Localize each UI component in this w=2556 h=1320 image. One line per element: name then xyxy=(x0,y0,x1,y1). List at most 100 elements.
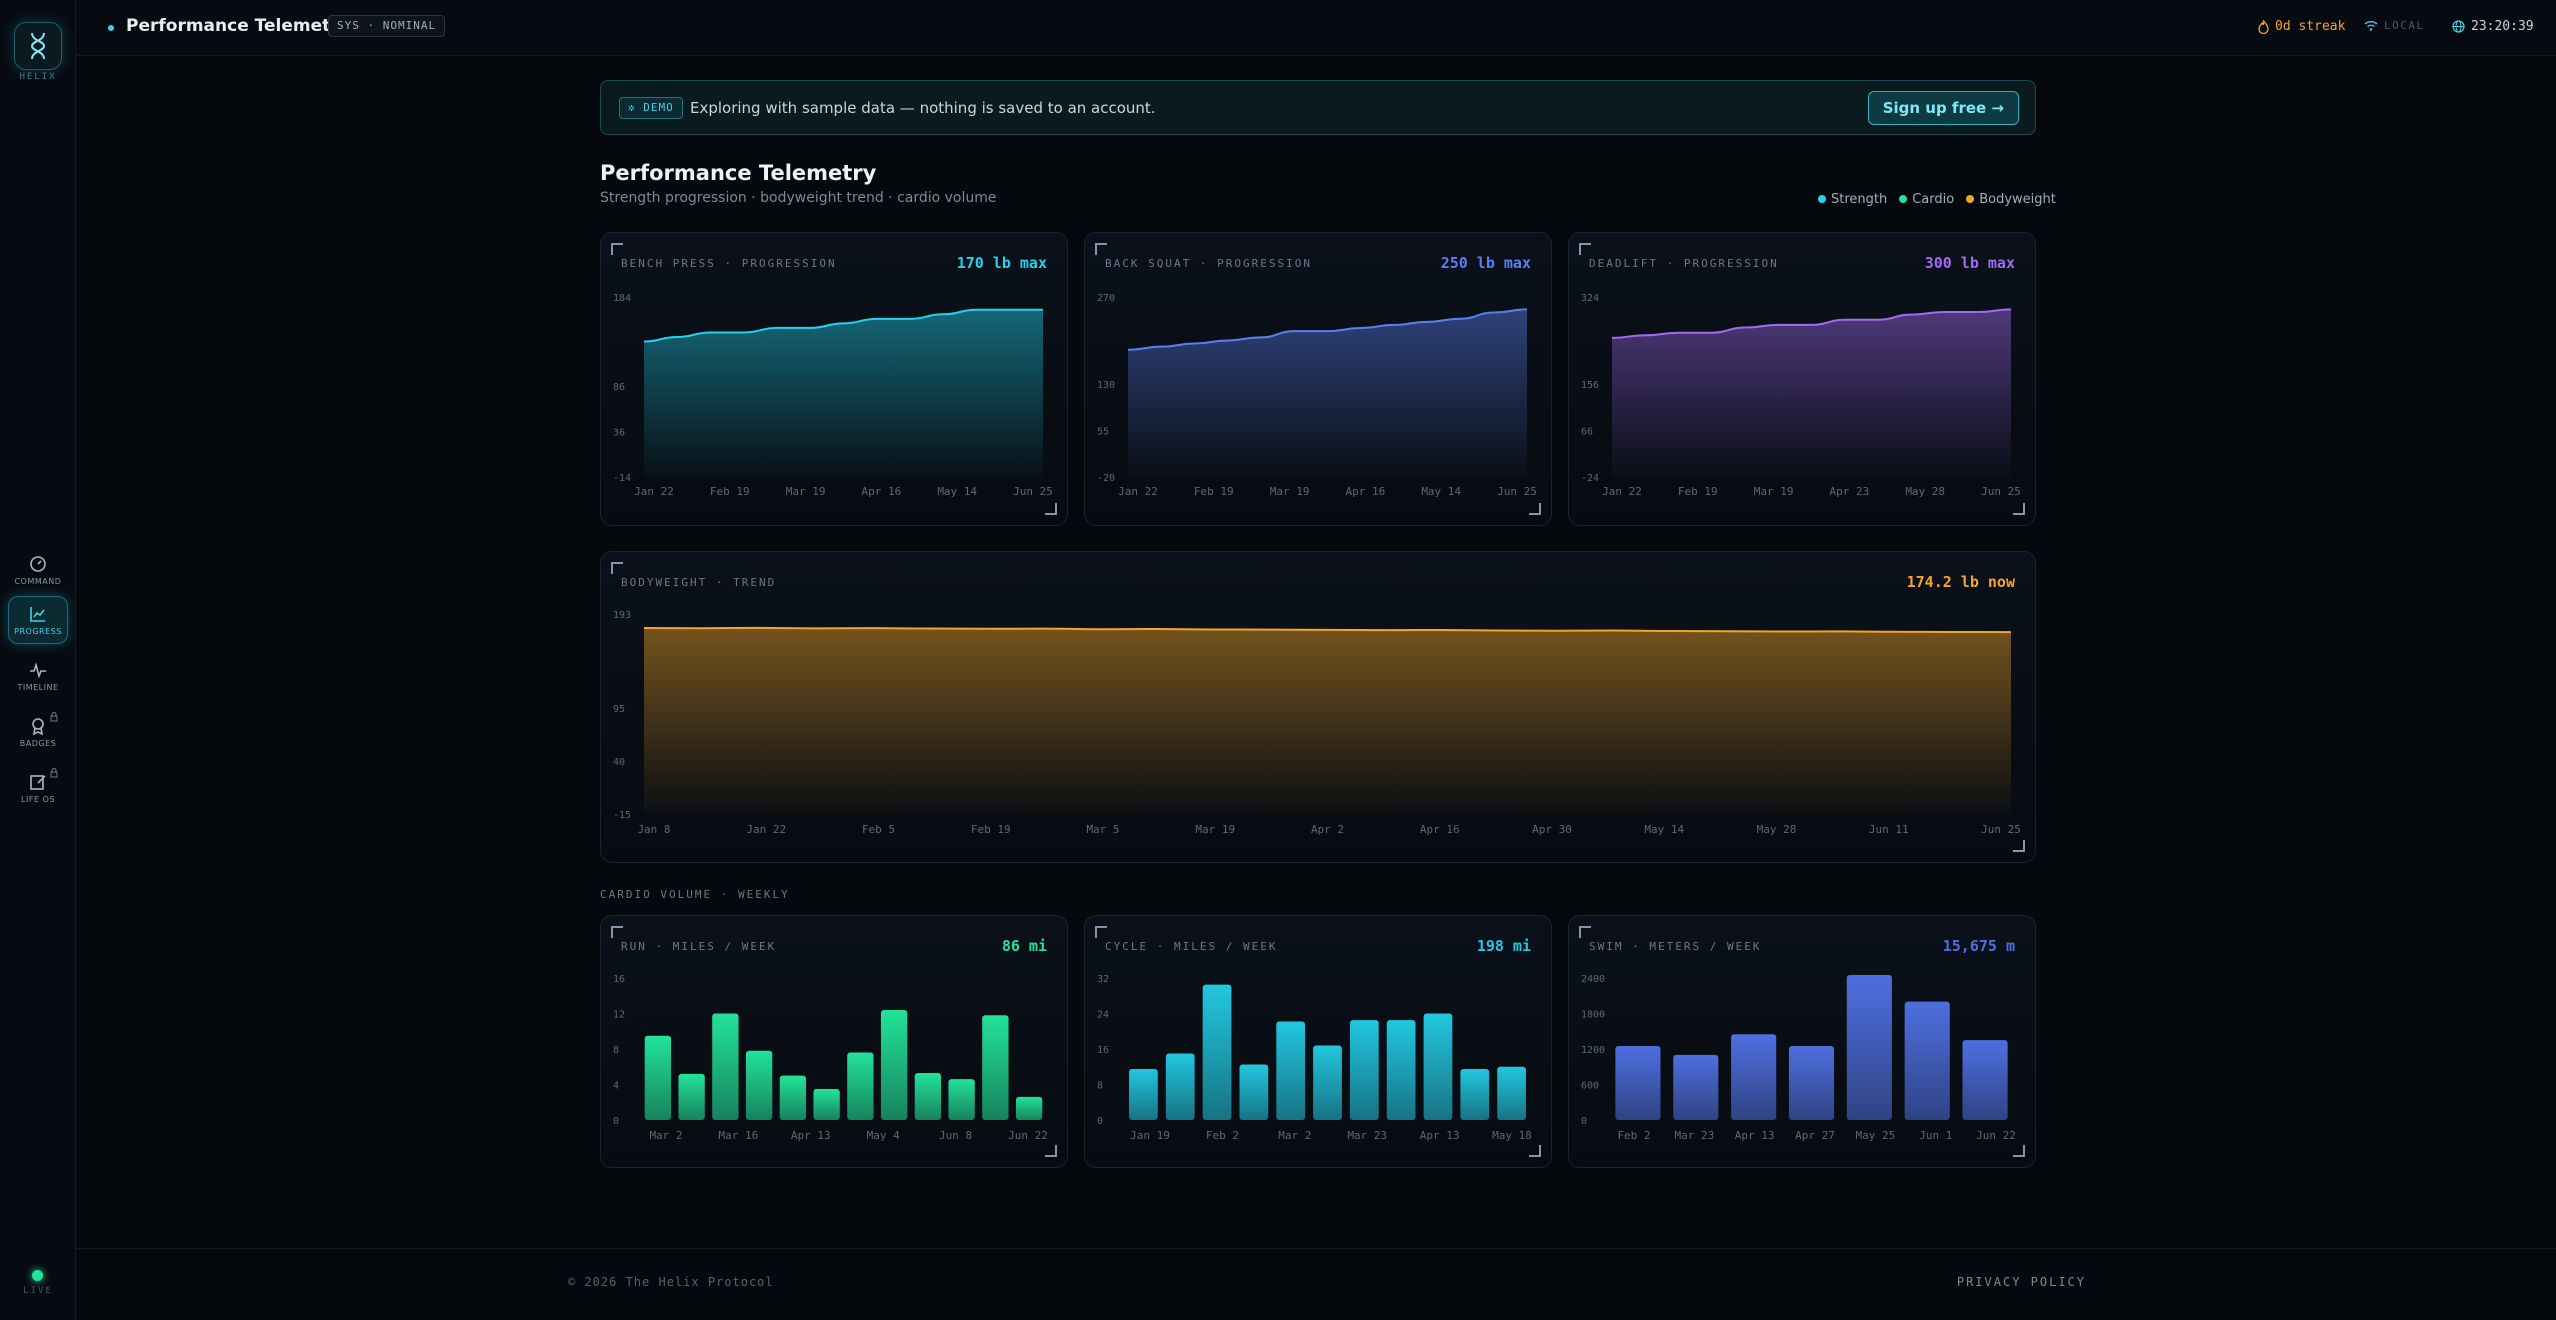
y-tick-label: 600 xyxy=(1581,1081,1599,1092)
helix-logo[interactable] xyxy=(14,22,62,70)
y-tick-label: 86 xyxy=(613,382,625,393)
x-tick-label: Jun 1 xyxy=(1919,1129,1952,1142)
deadlift-card: DEADLIFT · PROGRESSION 300 lb max 324 156… xyxy=(1568,232,2036,526)
swim-card: SWIM · METERS / WEEK 15,675 m 2400 1800 12… xyxy=(1568,915,2036,1168)
x-tick-label: Apr 13 xyxy=(791,1129,831,1142)
y-tick-label: 324 xyxy=(1581,293,1599,304)
y-tick-label: 16 xyxy=(613,974,625,985)
bar xyxy=(948,1079,975,1120)
bar xyxy=(1202,984,1232,1120)
x-tick-label: Mar 5 xyxy=(1086,823,1119,836)
bar xyxy=(1129,1068,1158,1120)
x-tick-label: Jun 25 xyxy=(1981,485,2021,498)
x-tick-label: Jun 25 xyxy=(1497,485,1537,498)
y-tick-label: 32 xyxy=(1097,974,1109,985)
x-tick-label: Mar 16 xyxy=(719,1129,759,1142)
gauge-icon xyxy=(30,555,46,572)
nav-label: BADGES xyxy=(19,738,57,748)
x-tick-label: May 18 xyxy=(1492,1129,1532,1142)
back-squat-card: BACK SQUAT · PROGRESSION 250 lb max 270 1… xyxy=(1084,232,1552,526)
nav-item-timeline[interactable]: TIMELINE xyxy=(8,652,68,700)
clock-indicator: 23:20:39 xyxy=(2452,19,2534,34)
top-header: Performance Telemetry SYS · NOMINAL 0d s… xyxy=(76,0,2556,56)
pulse-icon xyxy=(30,661,46,679)
y-tick-label: 24 xyxy=(1097,1010,1109,1021)
x-tick-label: Feb 5 xyxy=(862,823,895,836)
lock-icon xyxy=(50,712,58,722)
sidebar: HELIX COMMAND PROGRESS TIMELINE BADGES L… xyxy=(0,0,76,1320)
edit-icon xyxy=(30,774,46,790)
sys-status-badge: SYS · NOMINAL xyxy=(328,15,446,37)
series-line xyxy=(1127,308,1528,351)
y-tick-label: 0 xyxy=(1581,1116,1587,1127)
y-tick-label: 184 xyxy=(613,293,631,304)
bar xyxy=(1276,1021,1306,1120)
area-fill xyxy=(1612,309,2011,477)
network-indicator: LOCAL xyxy=(2364,19,2425,32)
nav-item-badges[interactable]: BADGES xyxy=(8,708,68,756)
x-tick-label: Feb 2 xyxy=(1617,1129,1650,1142)
x-tick-label: May 28 xyxy=(1757,823,1797,836)
y-tick-label: 2400 xyxy=(1581,974,1605,985)
x-tick-label: Apr 16 xyxy=(862,485,902,498)
x-tick-label: Jun 25 xyxy=(1013,485,1053,498)
card-value: 198 mi xyxy=(1476,937,1531,955)
logo-text: HELIX xyxy=(19,72,57,82)
x-tick-label: May 14 xyxy=(1644,823,1684,836)
x-tick-label: Apr 27 xyxy=(1795,1129,1835,1142)
x-tick-label: Mar 19 xyxy=(1754,485,1794,498)
x-tick-label: Jun 8 xyxy=(939,1129,972,1142)
x-tick-label: May 14 xyxy=(937,485,977,498)
bar xyxy=(1349,1020,1379,1120)
card-label: RUN · MILES / WEEK xyxy=(621,940,777,953)
x-tick-label: Jan 8 xyxy=(637,823,670,836)
x-tick-label: Jun 22 xyxy=(1976,1129,2016,1142)
card-label: BODYWEIGHT · TREND xyxy=(621,576,777,589)
bar xyxy=(982,1015,1009,1120)
x-tick-label: Jan 19 xyxy=(1130,1129,1170,1142)
card-value: 174.2 lb now xyxy=(1906,573,2015,591)
page-subtitle: Strength progression · bodyweight trend … xyxy=(600,190,997,206)
x-tick-label: Feb 19 xyxy=(1194,485,1234,498)
x-tick-label: Feb 19 xyxy=(710,485,750,498)
nav-item-progress[interactable]: PROGRESS xyxy=(8,596,68,644)
y-tick-label: -20 xyxy=(1097,473,1115,484)
x-tick-label: Jun 25 xyxy=(1981,823,2021,836)
sign-up-button[interactable]: Sign up free → xyxy=(1867,91,2019,125)
nav-label: COMMAND xyxy=(14,576,62,586)
x-tick-label: Mar 2 xyxy=(649,1129,682,1142)
bar xyxy=(1423,1013,1453,1120)
y-tick-label: 1800 xyxy=(1581,1010,1605,1021)
demo-tag-text: DEMO xyxy=(643,101,674,114)
x-tick-label: Mar 19 xyxy=(786,485,826,498)
bench-press-card: BENCH PRESS · PROGRESSION 170 lb max 184… xyxy=(600,232,1068,526)
legend-label: Bodyweight xyxy=(1979,192,2056,207)
bar xyxy=(847,1052,874,1120)
y-tick-label: 0 xyxy=(613,1116,619,1127)
x-tick-label: May 14 xyxy=(1421,485,1461,498)
demo-tag: ✲ DEMO xyxy=(619,97,683,119)
sparkle-icon: ✲ xyxy=(628,101,636,114)
card-label: BENCH PRESS · PROGRESSION xyxy=(621,257,837,270)
line-chart-icon xyxy=(30,606,45,622)
area-fill xyxy=(1128,309,1527,477)
x-tick-label: Jan 22 xyxy=(746,823,786,836)
nav-item-command[interactable]: COMMAND xyxy=(8,546,68,594)
demo-text: Exploring with sample data — nothing is … xyxy=(690,99,1156,117)
x-tick-label: Apr 30 xyxy=(1532,823,1572,836)
x-tick-label: Mar 23 xyxy=(1674,1129,1714,1142)
privacy-policy-link[interactable]: PRIVACY POLICY xyxy=(1956,1275,2086,1289)
demo-banner: ✲ DEMO Exploring with sample data — noth… xyxy=(600,80,2036,135)
bar xyxy=(1731,1034,1777,1120)
lock-icon xyxy=(50,768,58,778)
area-fill xyxy=(644,627,2011,814)
bar xyxy=(745,1050,773,1120)
nav-item-life-os[interactable]: LIFE OS xyxy=(8,764,68,812)
x-tick-label: Apr 2 xyxy=(1311,823,1344,836)
x-tick-label: Feb 2 xyxy=(1206,1129,1239,1142)
x-tick-label: Feb 19 xyxy=(971,823,1011,836)
x-tick-label: Apr 16 xyxy=(1420,823,1460,836)
x-tick-label: Mar 19 xyxy=(1270,485,1310,498)
card-label: CYCLE · MILES / WEEK xyxy=(1105,940,1278,953)
